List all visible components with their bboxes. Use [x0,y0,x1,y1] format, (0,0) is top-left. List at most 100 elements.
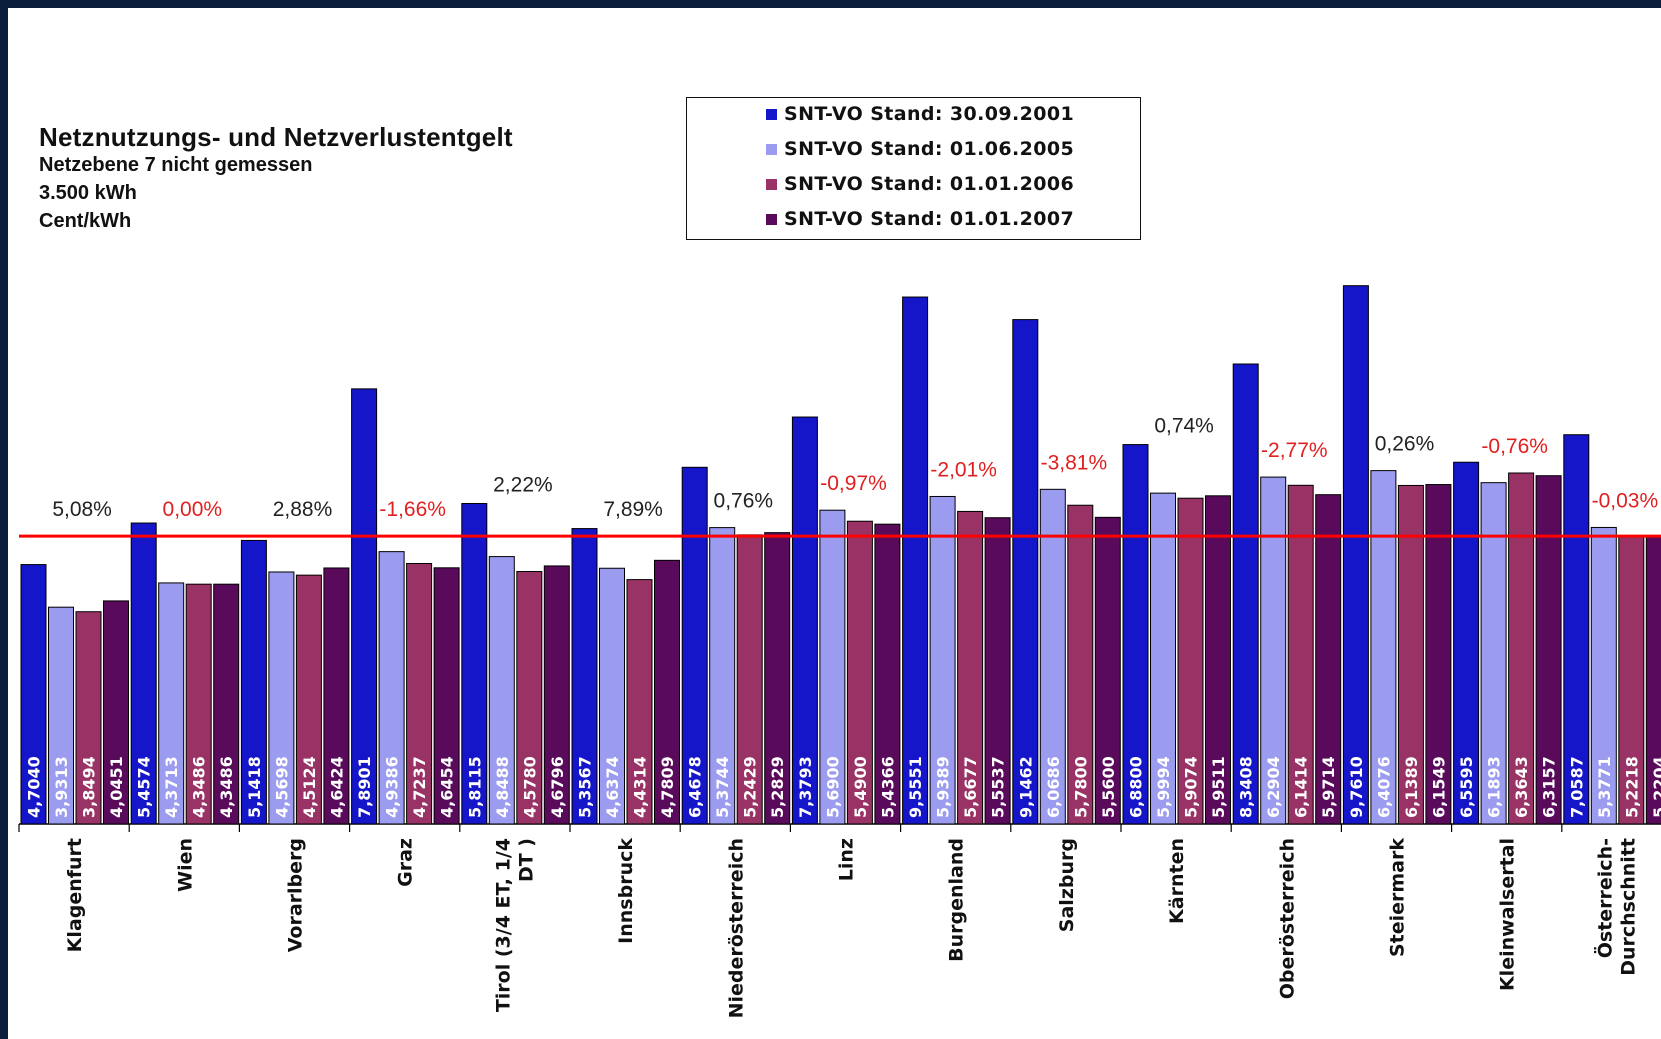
bar [406,562,433,825]
bar-value-label: 3,9313 [52,756,71,818]
percent-change-label: 0,74% [1154,415,1214,438]
bar-value-label: 5,2429 [741,756,760,818]
legend-item-2007: SNT-VO Stand: 01.01.2007 [766,207,1074,231]
bar-value-label: 7,8901 [355,756,374,818]
bar [599,567,625,825]
bar [185,583,212,825]
bar [213,583,240,825]
legend-swatch-2005 [766,143,777,155]
bar-value-label: 9,5551 [906,756,925,818]
bar-value-label: 5,1418 [245,756,264,818]
category-label: Kleinwalsertal [1497,838,1519,991]
bar-value-label: 3,8494 [80,756,99,818]
bar [240,539,267,825]
category-label: Vorarlberg [285,838,307,952]
bar-value-label: 5,3771 [1595,756,1614,818]
category-label: Steiermark [1387,838,1409,957]
bar-value-label: 4,6454 [438,756,457,818]
bar [461,502,488,825]
percent-change-label: 5,08% [52,498,112,521]
category-label: Graz [395,838,417,887]
bar-value-label: 5,6677 [961,756,980,818]
category-label: Burgenland [946,838,968,962]
legend-label-2007: SNT-VO Stand: 01.01.2007 [784,208,1075,230]
percent-change-label: 0,76% [714,490,774,513]
bar-value-label: 5,5600 [1099,756,1118,818]
bar-value-label: 4,6424 [327,756,346,818]
bar-value-label: 7,3793 [796,756,815,818]
bar [929,495,956,825]
bar-value-label: 4,0451 [107,756,126,818]
category-label: Klagenfurt [64,838,86,952]
bar [1425,484,1452,825]
bar [1287,484,1314,825]
category-label-line: Niederösterreich [725,838,747,1018]
category-label: Kärnten [1166,838,1188,924]
bar [957,510,984,825]
bar-value-label: 6,1414 [1292,756,1311,818]
category-label-line: Innsbruck [615,838,637,944]
bar-value-label: 5,8115 [465,756,484,818]
bar [543,565,570,825]
percent-change-label: 0,26% [1375,433,1435,456]
bar [433,567,460,825]
legend-label-2005: SNT-VO Stand: 01.06.2005 [784,138,1075,160]
bar [709,527,736,825]
bar-value-label: 6,8800 [1127,756,1146,818]
chart-subtitle-consumption: 3.500 kWh [39,182,137,204]
category-label-line: Linz [836,838,858,881]
category-label: Salzburg [1056,838,1078,932]
percent-change-label: -0,76% [1481,435,1548,458]
bar-value-label: 4,5780 [520,756,539,818]
percent-change-label: -2,01% [930,458,997,481]
percent-change-label: 2,88% [273,498,333,521]
bar-chart-plot: 4,7040 5,4574 5,1418 7,8901 5,8115 5,3567 6,46… [18,285,1661,1018]
bar-value-label: 5,2829 [768,756,787,818]
bar-value-label: 6,2904 [1264,756,1283,818]
bar [1177,497,1204,825]
category-label-line: DT ) [515,838,537,882]
bar [103,600,129,825]
bar [736,534,763,825]
bar-value-label: 4,3486 [190,756,209,818]
category-label-line: Oberösterreich [1276,838,1298,999]
bar-value-label: 8,3408 [1237,756,1256,818]
bar-value-label: 5,9714 [1319,756,1338,818]
bar-value-label: 5,7800 [1071,756,1090,818]
bar-value-label: 6,4076 [1374,756,1393,818]
bar-value-label: 9,1462 [1016,756,1035,818]
bar [1039,488,1066,825]
bar-value-label: 4,6374 [603,756,622,818]
bar [654,559,680,825]
legend-item-2006: SNT-VO Stand: 01.01.2006 [766,172,1074,196]
chart-subtitle-network-level: Netzebene 7 nicht gemessen [39,154,313,176]
category-label-line: Graz [395,838,417,887]
bar [819,509,846,825]
bar-value-label: 4,9386 [383,756,402,818]
bar-value-label: 5,4900 [851,756,870,818]
category-label: Oberösterreich [1276,838,1298,999]
bar-value-label: 6,1549 [1429,756,1448,818]
bar-value-label: 5,6900 [823,756,842,818]
bar [1232,363,1259,825]
bar-value-label: 5,9994 [1154,756,1173,818]
bar-value-label: 4,5698 [272,756,291,818]
bar [378,551,405,825]
bar [1067,504,1094,825]
bar [791,416,818,825]
bar-value-label: 6,1389 [1402,756,1421,818]
bar-value-label: 6,4678 [686,756,705,818]
percent-change-label: -3,81% [1041,451,1108,474]
percent-change-label: 0,00% [163,498,223,521]
percent-change-label: 2,22% [493,473,553,496]
bar-value-label: 7,0587 [1567,756,1586,818]
percent-change-label: 7,89% [603,498,663,521]
legend-label-2006: SNT-VO Stand: 01.01.2006 [784,173,1075,195]
bar-value-label: 4,4314 [631,756,650,818]
chart-subtitle-unit: Cent/kWh [39,210,132,232]
bar [1453,461,1480,825]
percent-change-label: -0,03% [1592,489,1659,512]
bar [1205,495,1231,825]
bar-value-label: 5,4574 [135,756,154,818]
